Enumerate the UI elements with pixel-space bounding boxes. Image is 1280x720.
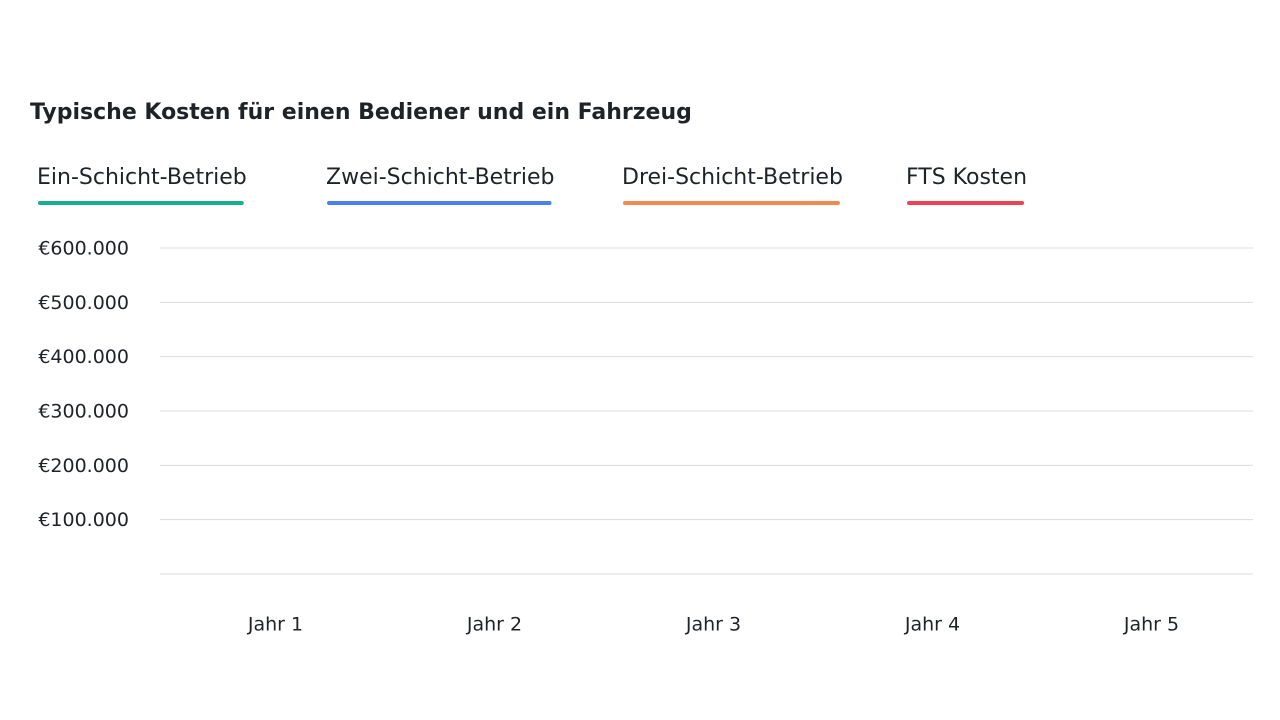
x-tick-label: Jahr 3	[685, 614, 741, 636]
y-tick-label: €600.000	[38, 238, 129, 260]
chart-title: Typische Kosten für einen Bediener und e…	[30, 100, 692, 125]
legend-label: Drei-Schicht-Betrieb	[622, 165, 843, 190]
y-tick-label: €100.000	[38, 509, 129, 531]
x-tick-label: Jahr 1	[247, 614, 303, 636]
y-tick-label: €200.000	[38, 455, 129, 477]
legend-label: Zwei-Schicht-Betrieb	[326, 165, 555, 190]
x-tick-label: Jahr 2	[466, 614, 522, 636]
legend-label: FTS Kosten	[906, 165, 1027, 190]
x-tick-label: Jahr 4	[904, 614, 960, 636]
y-tick-label: €300.000	[38, 401, 129, 423]
x-tick-label: Jahr 5	[1123, 614, 1179, 636]
legend-label: Ein-Schicht-Betrieb	[37, 165, 247, 190]
y-tick-label: €500.000	[38, 292, 129, 314]
y-tick-label: €400.000	[38, 346, 129, 368]
